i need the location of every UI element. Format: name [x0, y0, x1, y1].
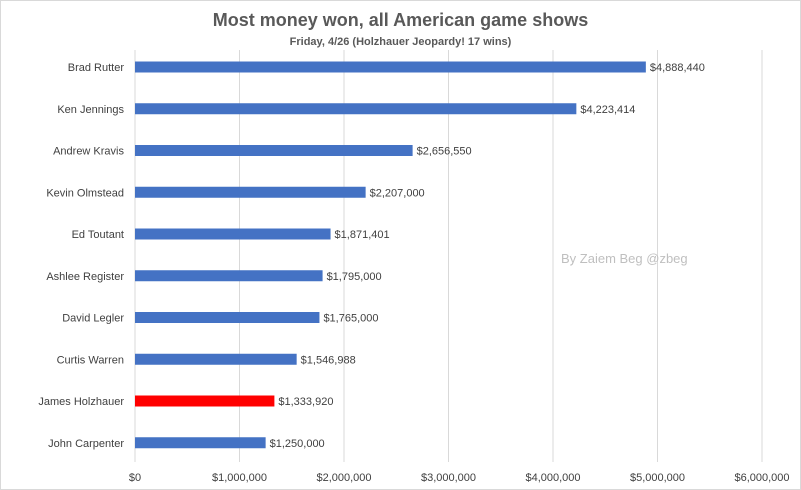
data-label: $1,333,920	[278, 396, 333, 408]
category-label: John Carpenter	[48, 438, 124, 450]
category-label: James Holzhauer	[38, 396, 124, 408]
category-label: Brad Rutter	[68, 62, 125, 74]
data-label: $1,546,988	[301, 354, 356, 366]
bar	[135, 312, 320, 323]
data-label: $1,795,000	[327, 271, 382, 283]
data-label: $1,765,000	[323, 313, 378, 325]
bar	[135, 353, 297, 365]
data-label: $1,250,000	[270, 438, 325, 450]
category-label: Curtis Warren	[57, 354, 124, 366]
x-tick-label: $4,000,000	[525, 472, 580, 484]
category-label: David Legler	[62, 313, 124, 325]
x-tick-label: $2,000,000	[316, 472, 371, 484]
data-label: $4,223,414	[580, 104, 635, 116]
x-tick-label: $3,000,000	[421, 472, 476, 484]
bar	[135, 61, 646, 73]
category-label: Ashlee Register	[46, 271, 124, 283]
chart-title: Most money won, all American game shows	[212, 10, 589, 30]
x-tick-label: $6,000,000	[734, 472, 789, 484]
chart-subtitle: Friday, 4/26 (Holzhauer Jeopardy! 17 win…	[289, 36, 512, 48]
x-tick-label: $5,000,000	[630, 472, 685, 484]
x-tick-label: $1,000,000	[212, 472, 267, 484]
category-label: Andrew Kravis	[53, 146, 124, 158]
data-label: $4,888,440	[650, 62, 705, 74]
bar	[135, 437, 266, 449]
category-label: Kevin Olmstead	[46, 187, 124, 199]
data-label: $2,656,550	[417, 146, 472, 158]
bar	[135, 186, 366, 198]
category-label: Ed Toutant	[72, 229, 124, 241]
bar	[135, 270, 323, 282]
x-tick-label: $0	[129, 472, 141, 484]
watermark: By Zaiem Beg @zbeg	[561, 251, 688, 266]
data-label: $2,207,000	[370, 187, 425, 199]
category-label: Ken Jennings	[57, 104, 124, 116]
bar	[135, 228, 331, 240]
bar	[135, 395, 275, 407]
bar	[135, 103, 577, 115]
data-label: $1,871,401	[335, 229, 390, 241]
bar	[135, 145, 413, 156]
